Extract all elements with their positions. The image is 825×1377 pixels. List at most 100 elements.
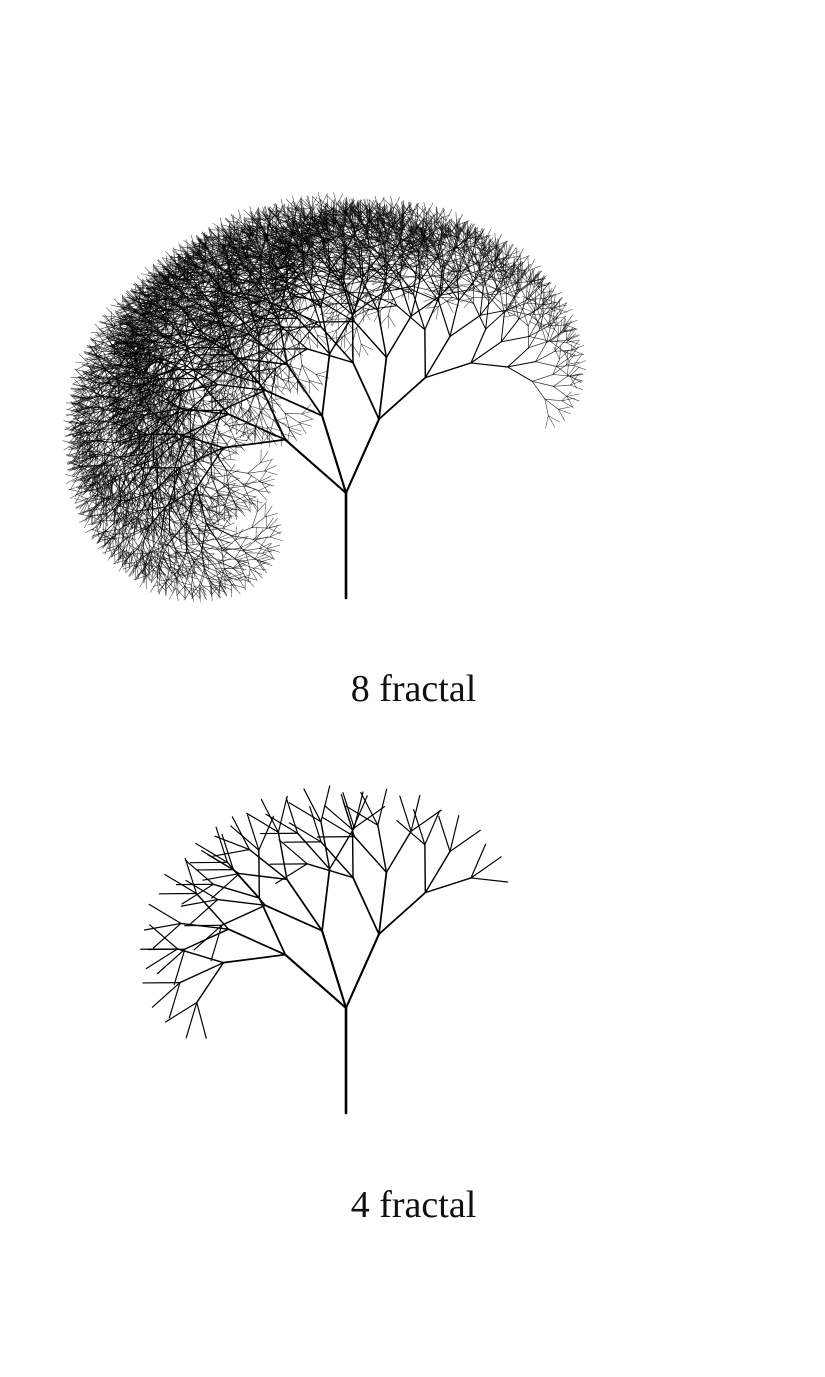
tree-branch bbox=[95, 495, 109, 500]
tree-branch bbox=[144, 461, 154, 482]
tree-branch bbox=[89, 395, 103, 408]
tree-branch bbox=[235, 528, 244, 541]
tree-branch bbox=[222, 494, 230, 506]
tree-branch bbox=[222, 522, 235, 529]
tree-branch bbox=[72, 414, 82, 424]
tree-branch bbox=[117, 461, 125, 478]
tree-branch bbox=[199, 584, 207, 596]
tree-branch bbox=[103, 399, 115, 414]
tree-branch bbox=[143, 540, 152, 557]
tree-branch bbox=[71, 397, 84, 405]
tree-branch bbox=[105, 533, 115, 545]
tree-branch bbox=[90, 437, 98, 449]
tree-branch bbox=[75, 443, 83, 456]
tree-branch bbox=[95, 409, 105, 421]
tree-branch bbox=[202, 565, 219, 573]
tree-branch bbox=[249, 568, 258, 581]
tree-branch bbox=[109, 479, 113, 493]
tree-branch bbox=[180, 518, 192, 533]
tree-branch bbox=[69, 423, 82, 430]
tree-branch bbox=[148, 503, 160, 519]
tree-branch bbox=[207, 556, 221, 561]
tree-branch bbox=[155, 522, 165, 533]
tree-branch bbox=[143, 477, 146, 496]
tree-branch bbox=[229, 577, 237, 589]
tree-branch bbox=[178, 243, 189, 253]
tree-branch bbox=[163, 555, 177, 560]
tree-branch bbox=[231, 583, 241, 595]
tree-branch bbox=[79, 376, 88, 388]
tree-branch bbox=[108, 478, 116, 490]
tree-branch bbox=[103, 443, 106, 461]
tree-branch bbox=[184, 586, 198, 591]
tree-branch bbox=[185, 565, 200, 568]
tree-branch bbox=[153, 550, 168, 553]
tree-branch bbox=[180, 518, 197, 526]
tree-branch bbox=[146, 517, 161, 520]
tree-branch bbox=[156, 580, 166, 592]
tree-branch bbox=[133, 515, 147, 523]
tree-branch bbox=[129, 481, 143, 501]
tree-branch bbox=[74, 410, 88, 415]
tree-branch bbox=[118, 486, 122, 500]
tree-branch bbox=[204, 572, 213, 589]
tree-branch bbox=[97, 492, 103, 506]
tree-branch bbox=[201, 552, 215, 555]
tree-branch bbox=[235, 536, 249, 541]
tree-branch bbox=[222, 452, 235, 459]
tree-branch bbox=[79, 498, 89, 510]
tree-branch bbox=[83, 449, 89, 462]
tree-branch bbox=[184, 571, 198, 576]
tree-branch bbox=[125, 510, 136, 521]
tree-branch bbox=[110, 465, 116, 479]
tree-branch bbox=[196, 525, 210, 528]
tree-branch bbox=[221, 514, 235, 517]
tree-branch bbox=[106, 526, 115, 538]
tree-branch bbox=[242, 548, 260, 552]
tree-branch bbox=[122, 524, 132, 535]
tree-branch bbox=[254, 553, 267, 560]
tree-branch bbox=[201, 522, 207, 552]
tree-branch bbox=[64, 423, 77, 431]
tree-branch bbox=[257, 490, 272, 493]
tree-branch bbox=[94, 334, 108, 339]
tree-branch bbox=[68, 434, 82, 436]
tree-branch bbox=[249, 568, 262, 575]
tree-branch bbox=[184, 569, 190, 586]
tree-branch bbox=[110, 311, 113, 325]
tree-branch bbox=[239, 537, 247, 549]
tree-branch bbox=[165, 581, 174, 594]
tree-branch bbox=[95, 443, 105, 459]
tree-branch bbox=[174, 551, 180, 569]
tree-branch bbox=[141, 551, 153, 560]
tree-branch bbox=[75, 498, 89, 504]
tree-branch bbox=[168, 587, 177, 600]
tree-branch bbox=[73, 455, 87, 460]
tree-branch bbox=[103, 479, 111, 492]
tree-branch bbox=[193, 560, 207, 565]
tree-branch bbox=[78, 403, 96, 410]
tree-branch bbox=[157, 541, 160, 559]
tree-branch bbox=[218, 577, 232, 582]
tree-branch bbox=[101, 492, 105, 507]
tree-branch bbox=[105, 513, 109, 527]
tree-branch bbox=[84, 409, 96, 424]
tree-branch bbox=[72, 451, 80, 464]
tree-branch bbox=[113, 449, 116, 467]
tree-branch bbox=[88, 356, 102, 362]
tree-branch bbox=[64, 474, 78, 478]
tree-branch bbox=[86, 376, 100, 381]
tree-branch bbox=[147, 503, 150, 522]
tree-branch bbox=[134, 476, 144, 487]
tree-branch bbox=[219, 584, 232, 591]
tree-branch bbox=[175, 551, 192, 560]
tree-branch bbox=[144, 527, 155, 538]
tree-branch bbox=[165, 579, 176, 590]
tree-branch bbox=[70, 443, 83, 451]
tree-branch bbox=[160, 561, 170, 572]
tree-branch bbox=[125, 477, 131, 490]
tree-branch bbox=[89, 464, 102, 472]
tree-branch bbox=[151, 496, 161, 507]
tree-branch bbox=[75, 431, 88, 437]
tree-branch bbox=[160, 534, 176, 553]
